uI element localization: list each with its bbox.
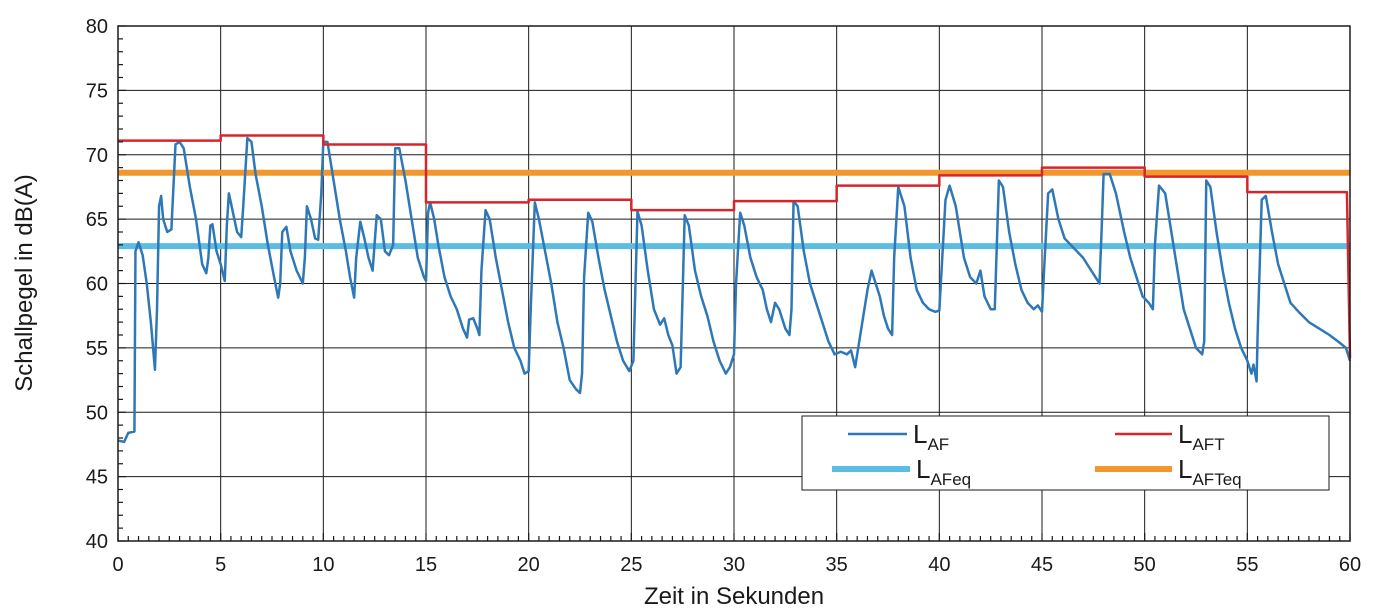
x-tick-label: 30 xyxy=(723,554,745,576)
series-group xyxy=(117,134,1352,444)
y-tick-label: 75 xyxy=(86,80,108,102)
x-tick-label: 20 xyxy=(518,554,540,576)
x-tick-label: 35 xyxy=(826,554,848,576)
y-tick-label: 65 xyxy=(86,209,108,231)
series-line-af xyxy=(117,136,1352,444)
x-tick-label: 40 xyxy=(928,554,950,576)
y-tick-label: 70 xyxy=(86,145,108,167)
legend-label: LAFeq xyxy=(916,454,971,489)
x-tick-label: 5 xyxy=(215,554,226,576)
x-tick-label: 60 xyxy=(1339,554,1361,576)
legend: LAF LAFT LAFeq LAFTeq xyxy=(801,415,1330,491)
ticks xyxy=(117,25,1351,542)
y-tick-label: 80 xyxy=(86,16,108,38)
y-tick-label: 60 xyxy=(86,274,108,296)
x-tick-label: 15 xyxy=(415,554,437,576)
legend-label: LAF xyxy=(913,419,949,454)
y-tick-label: 50 xyxy=(86,402,108,424)
series-line-aft xyxy=(118,134,1352,359)
y-axis-title: Schallpegel in dB(A) xyxy=(11,174,38,391)
x-tick-label: 0 xyxy=(112,554,123,576)
legend-label: LAFTeq xyxy=(1178,454,1242,489)
legend-label: LAFT xyxy=(1178,419,1225,454)
tick-labels: 0 5 10 15 20 25 30 35 40 45 50 55 60 40 45 50 55 60 65 70 75… xyxy=(86,16,1361,576)
legend-box xyxy=(801,415,1330,491)
y-tick-label: 40 xyxy=(86,531,108,553)
x-axis-title: Zeit in Sekunden xyxy=(644,583,824,610)
y-tick-label: 45 xyxy=(86,467,108,489)
x-tick-label: 55 xyxy=(1236,554,1258,576)
y-tick-label: 55 xyxy=(86,338,108,360)
x-tick-label: 45 xyxy=(1031,554,1053,576)
x-tick-label: 10 xyxy=(312,554,334,576)
x-tick-label: 25 xyxy=(620,554,642,576)
x-tick-label: 50 xyxy=(1134,554,1156,576)
